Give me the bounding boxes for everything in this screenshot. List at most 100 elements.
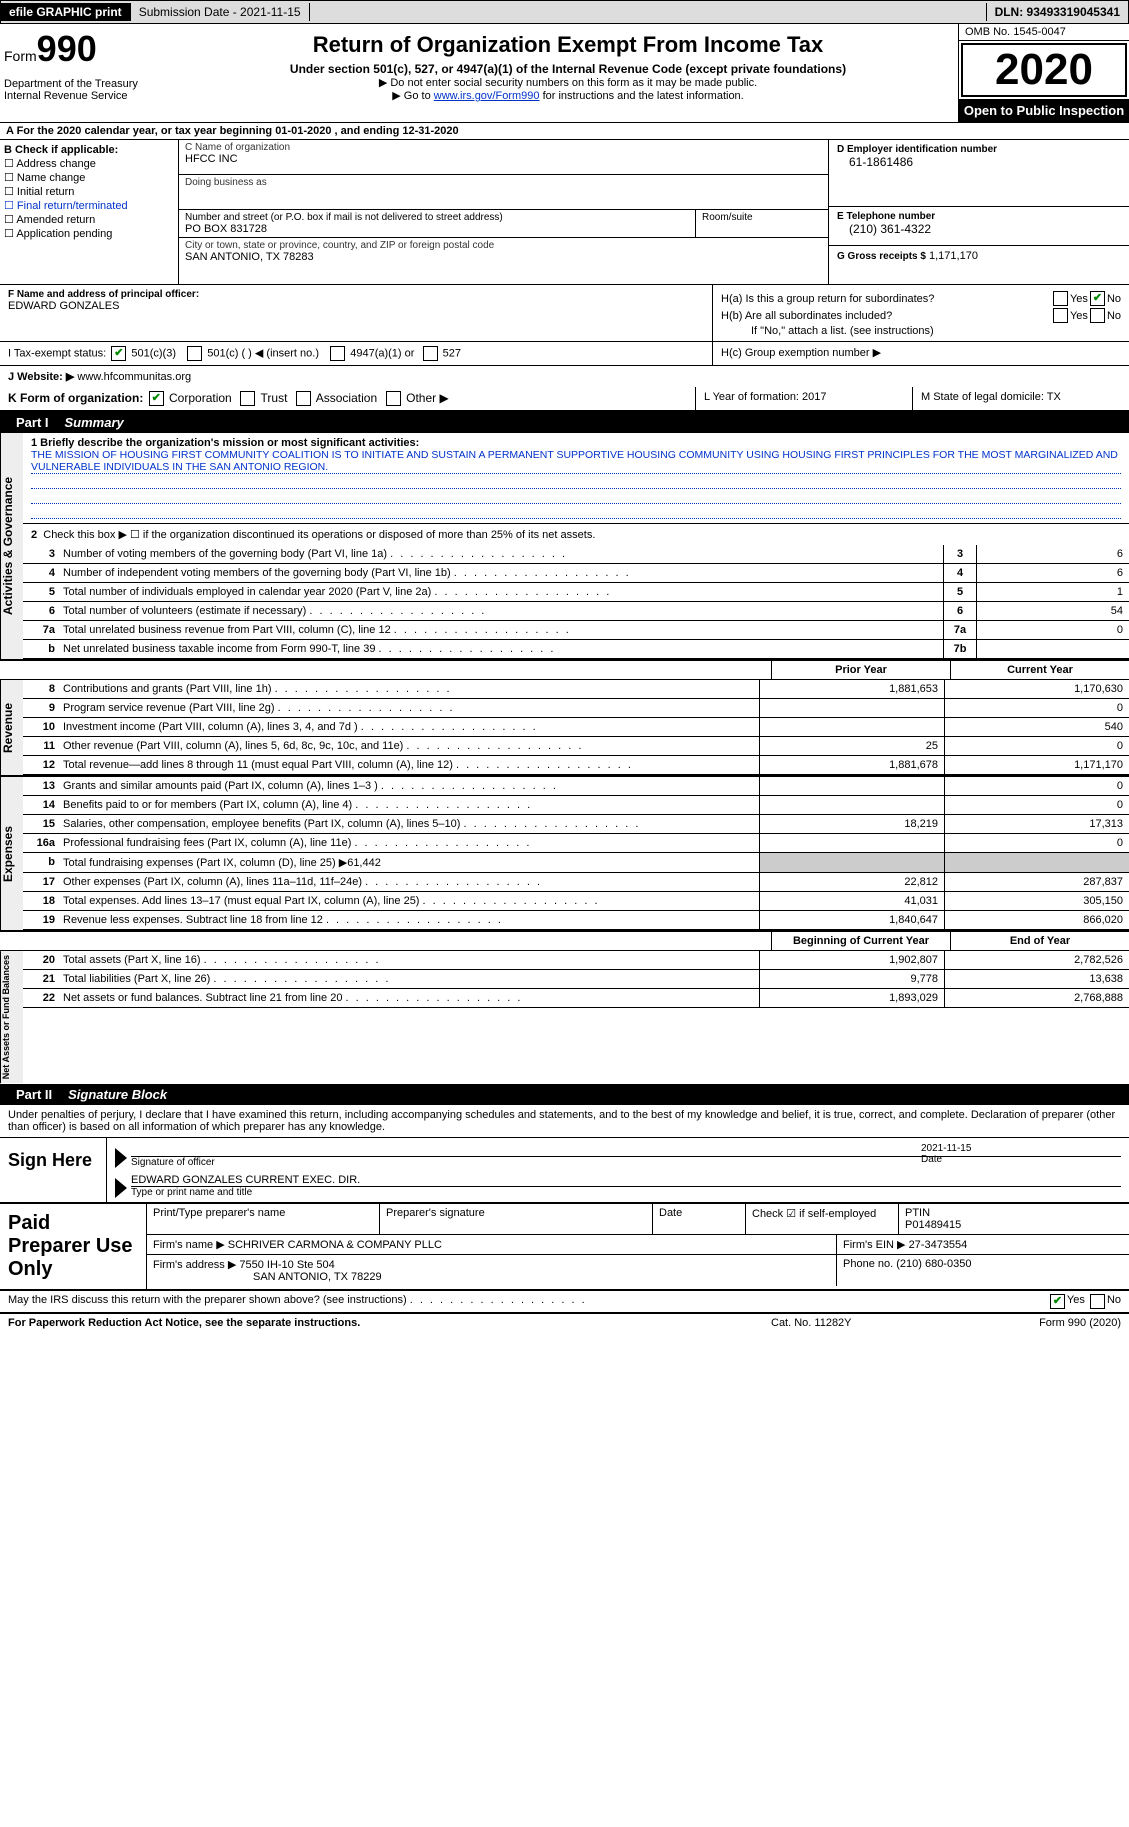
- principal-officer: EDWARD GONZALES: [8, 300, 704, 312]
- chk-name-change[interactable]: ☐ Name change: [4, 171, 174, 184]
- h-b-note: If "No," attach a list. (see instruction…: [721, 325, 1121, 337]
- table-row: 19 Revenue less expenses. Subtract line …: [23, 911, 1129, 930]
- state-domicile: M State of legal domicile: TX: [912, 387, 1129, 410]
- table-row: b Net unrelated business taxable income …: [23, 640, 1129, 659]
- firm-phone: Phone no. (210) 680-0350: [837, 1255, 1129, 1286]
- part2-title: Signature Block: [58, 1087, 167, 1102]
- table-row: 15 Salaries, other compensation, employe…: [23, 815, 1129, 834]
- ein-cell: D Employer identification number 61-1861…: [829, 140, 1129, 207]
- table-row: 4 Number of independent voting members o…: [23, 564, 1129, 583]
- ha-no[interactable]: [1090, 291, 1105, 306]
- col-c: C Name of organization HFCC INC Doing bu…: [179, 140, 828, 284]
- city-cell: City or town, state or province, country…: [179, 238, 828, 272]
- sign-arrow-icon: [115, 1148, 127, 1168]
- form-ref: Form 990 (2020): [971, 1317, 1121, 1329]
- form-note1: ▶ Do not enter social security numbers o…: [182, 76, 954, 89]
- header-left: Form990 Department of the Treasury Inter…: [0, 24, 178, 122]
- rev-sidelabel: Revenue: [0, 680, 23, 775]
- chk-final-return[interactable]: ☐ Final return/terminated: [4, 199, 174, 212]
- hb-no[interactable]: [1090, 308, 1105, 323]
- form-num: 990: [37, 28, 97, 69]
- chk-501c3[interactable]: [111, 346, 126, 361]
- chk-address-change[interactable]: ☐ Address change: [4, 157, 174, 170]
- table-row: 18 Total expenses. Add lines 13–17 (must…: [23, 892, 1129, 911]
- sig-officer-line: Signature of officer 2021-11-15Date: [131, 1156, 1121, 1168]
- form-of-org: K Form of organization: Corporation Trus…: [0, 387, 695, 410]
- table-row: 7a Total unrelated business revenue from…: [23, 621, 1129, 640]
- na-head: Beginning of Current Year End of Year: [0, 932, 1129, 951]
- line2: 2 Check this box ▶ ☐ if the organization…: [23, 524, 1129, 545]
- sign-block: Sign Here Signature of officer 2021-11-1…: [0, 1138, 1129, 1204]
- table-row: 21 Total liabilities (Part X, line 26) 9…: [23, 970, 1129, 989]
- chk-other[interactable]: [386, 391, 401, 406]
- chk-application-pending[interactable]: ☐ Application pending: [4, 227, 174, 240]
- irs-link[interactable]: www.irs.gov/Form990: [434, 90, 540, 102]
- officer-name: EDWARD GONZALES CURRENT EXEC. DIR.: [131, 1174, 1121, 1186]
- part1-header: Part I Summary: [0, 412, 1129, 433]
- header-right: OMB No. 1545-0047 2020 Open to Public In…: [958, 24, 1129, 122]
- table-row: 11 Other revenue (Part VIII, column (A),…: [23, 737, 1129, 756]
- chk-501c[interactable]: [187, 346, 202, 361]
- dln: DLN: 93493319045341: [986, 3, 1128, 21]
- page-footer: For Paperwork Reduction Act Notice, see …: [0, 1314, 1129, 1332]
- table-row: 12 Total revenue—add lines 8 through 11 …: [23, 756, 1129, 775]
- end-year-head: End of Year: [950, 932, 1129, 950]
- table-row: 17 Other expenses (Part IX, column (A), …: [23, 873, 1129, 892]
- h-b: H(b) Are all subordinates included? Yes …: [721, 308, 1121, 323]
- org-name-cell: C Name of organization HFCC INC: [179, 140, 828, 175]
- addr-cell: Number and street (or P.O. box if mail i…: [179, 210, 696, 237]
- rev-exp-head: Prior Year Current Year: [0, 661, 1129, 680]
- chk-trust[interactable]: [240, 391, 255, 406]
- col-de: D Employer identification number 61-1861…: [828, 140, 1129, 284]
- table-row: 6 Total number of volunteers (estimate i…: [23, 602, 1129, 621]
- part2-header: Part II Signature Block: [0, 1084, 1129, 1105]
- dba-cell: Doing business as: [179, 175, 828, 210]
- mission-prompt: 1 Briefly describe the organization's mi…: [31, 437, 1121, 449]
- table-row: 10 Investment income (Part VIII, column …: [23, 718, 1129, 737]
- top-bar: efile GRAPHIC print Submission Date - 20…: [0, 0, 1129, 24]
- table-row: 20 Total assets (Part X, line 16) 1,902,…: [23, 951, 1129, 970]
- signature-declaration: Under penalties of perjury, I declare th…: [0, 1105, 1129, 1138]
- chk-527[interactable]: [423, 346, 438, 361]
- chk-initial-return[interactable]: ☐ Initial return: [4, 185, 174, 198]
- ptin-value: P01489415: [905, 1219, 961, 1231]
- chk-association[interactable]: [296, 391, 311, 406]
- form-subtitle: Under section 501(c), 527, or 4947(a)(1)…: [182, 62, 954, 76]
- gross-receipts-cell: G Gross receipts $ 1,171,170: [829, 246, 1129, 284]
- year-of-formation: L Year of formation: 2017: [695, 387, 912, 410]
- submission-date: Submission Date - 2021-11-15: [131, 3, 310, 21]
- row-fh: F Name and address of principal officer:…: [0, 285, 1129, 342]
- cat-no: Cat. No. 11282Y: [771, 1317, 971, 1329]
- department: Department of the Treasury Internal Reve…: [4, 78, 174, 102]
- discuss-row: May the IRS discuss this return with the…: [0, 1291, 1129, 1314]
- prep-header-row: Print/Type preparer's name Preparer's si…: [147, 1204, 1129, 1235]
- chk-amended-return[interactable]: ☐ Amended return: [4, 213, 174, 226]
- mission-block: 1 Briefly describe the organization's mi…: [23, 433, 1129, 524]
- phone-value: (210) 361-4322: [837, 222, 1121, 236]
- chk-4947[interactable]: [330, 346, 345, 361]
- hb-yes[interactable]: [1053, 308, 1068, 323]
- table-row: b Total fundraising expenses (Part IX, c…: [23, 853, 1129, 873]
- ptin-cell: PTINP01489415: [899, 1204, 1129, 1234]
- room-cell: Room/suite: [696, 210, 828, 237]
- table-row: 14 Benefits paid to or for members (Part…: [23, 796, 1129, 815]
- prep-addr-row: Firm's address ▶ 7550 IH-10 Ste 504 SAN …: [147, 1255, 1129, 1286]
- ha-yes[interactable]: [1053, 291, 1068, 306]
- discuss-no[interactable]: [1090, 1294, 1105, 1309]
- h-c: H(c) Group exemption number ▶: [712, 342, 1129, 365]
- efile-label[interactable]: efile GRAPHIC print: [1, 3, 131, 21]
- table-row: 16a Professional fundraising fees (Part …: [23, 834, 1129, 853]
- header-mid: Return of Organization Exempt From Incom…: [178, 24, 958, 122]
- na-section: Net Assets or Fund Balances 20 Total ass…: [0, 951, 1129, 1083]
- prep-firm-row: Firm's name ▶ SCHRIVER CARMONA & COMPANY…: [147, 1235, 1129, 1255]
- ein-value: 61-1861486: [837, 155, 1121, 169]
- chk-corporation[interactable]: [149, 391, 164, 406]
- part1-title: Summary: [55, 415, 124, 430]
- prep-label: Paid Preparer Use Only: [0, 1204, 147, 1289]
- exp-section: Expenses 13 Grants and similar amounts p…: [0, 777, 1129, 930]
- discuss-yes[interactable]: [1050, 1294, 1065, 1309]
- gov-sidelabel: Activities & Governance: [0, 433, 23, 659]
- mission-text: THE MISSION OF HOUSING FIRST COMMUNITY C…: [31, 449, 1121, 474]
- phone-cell: E Telephone number (210) 361-4322: [829, 207, 1129, 246]
- col-f: F Name and address of principal officer:…: [0, 285, 712, 341]
